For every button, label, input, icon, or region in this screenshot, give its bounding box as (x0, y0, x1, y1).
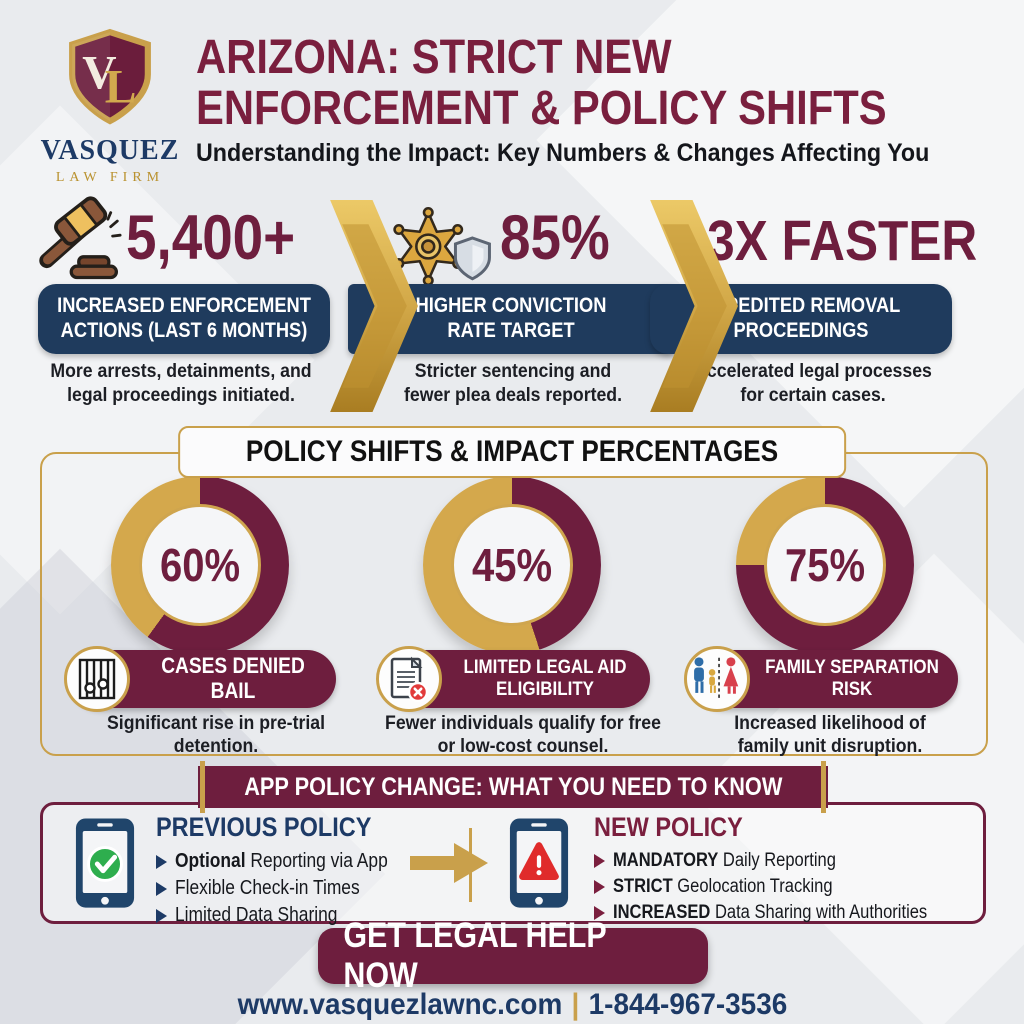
denied-document-icon (376, 646, 442, 712)
svg-text:V: V (82, 47, 116, 99)
stat-label-banner: INCREASED ENFORCEMENT ACTIONS (LAST 6 MO… (38, 284, 330, 354)
gold-accent-bar (821, 761, 826, 813)
arrow-bullet-icon (156, 908, 167, 923)
website-link[interactable]: www.vasquezlawnc.com (237, 988, 562, 1021)
list-item: MANDATORY Daily Reporting (594, 850, 974, 872)
list-item: INCREASED Data Sharing with Authorities (594, 902, 974, 924)
stat-value: 3X FASTER (706, 209, 978, 273)
footer-contact: www.vasquezlawnc.com | 1-844-967-3536 (0, 988, 1024, 1022)
arrow-bullet-icon (156, 881, 167, 896)
page-title: ARIZONA: STRICT NEW ENFORCEMENT & POLICY… (196, 31, 887, 135)
donut-description: Significant rise in pre-trial detention. (107, 713, 325, 758)
donut-chart-legal-aid: 45% (423, 476, 601, 654)
footer-separator: | (571, 988, 579, 1021)
transition-arrow-icon (410, 843, 488, 888)
brand-logo: V L VASQUEZ LAW FIRM (28, 28, 192, 186)
stat-description: Accelerated legal processes for certain … (694, 361, 932, 406)
list-item: Optional Reporting via App (156, 850, 420, 873)
phone-check-icon (74, 816, 136, 915)
donut-label-banner: FAMILY SEPARATION RISK (696, 650, 958, 708)
arrow-bullet-icon (594, 880, 605, 894)
gold-accent-bar (200, 761, 205, 813)
stat-value: 5,400+ (126, 203, 296, 273)
brand-name: VASQUEZ (40, 135, 180, 166)
jail-bars-icon (64, 646, 130, 712)
svg-text:L: L (105, 62, 137, 114)
vl-shield-logo-icon: V L (69, 28, 151, 125)
brand-tagline: LAW FIRM (55, 170, 165, 185)
arrow-bullet-icon (594, 854, 605, 868)
donut-description: Fewer individuals qualify for free or lo… (385, 713, 661, 758)
get-legal-help-button[interactable]: GET LEGAL HELP NOW (318, 916, 708, 995)
list-item: Flexible Check-in Times (156, 877, 420, 900)
list-item: Limited Data Sharing (156, 904, 420, 927)
stat-description: More arrests, detainments, and legal pro… (50, 361, 312, 406)
app-policy-title-banner: APP POLICY CHANGE: WHAT YOU NEED TO KNOW (198, 761, 828, 813)
previous-policy-list: Optional Reporting via App Flexible Chec… (156, 850, 420, 927)
donut-chart-cases-denied-bail: 60% (111, 476, 289, 654)
previous-policy-title: PREVIOUS POLICY (156, 812, 372, 842)
sheriff-badge-icon (390, 204, 492, 294)
page-subtitle: Understanding the Impact: Key Numbers & … (196, 139, 930, 167)
chevron-arrow-icon (640, 200, 740, 417)
stat-value: 85% (500, 203, 610, 273)
phone-warning-icon (508, 816, 570, 915)
arrow-bullet-icon (594, 906, 605, 920)
policy-section-title: POLICY SHIFTS & IMPACT PERCENTAGES (178, 426, 846, 478)
new-policy-list: MANDATORY Daily Reporting STRICT Geoloca… (594, 850, 974, 924)
list-item: STRICT Geolocation Tracking (594, 876, 974, 898)
stat-description: Stricter sentencing and fewer plea deals… (403, 361, 622, 406)
new-policy-title: NEW POLICY (594, 812, 743, 842)
chevron-arrow-icon (320, 200, 420, 417)
donut-description: Increased likelihood of family unit disr… (734, 713, 926, 758)
gavel-icon (28, 194, 122, 287)
family-separation-icon (684, 646, 750, 712)
phone-link[interactable]: 1-844-967-3536 (588, 988, 787, 1021)
arrow-bullet-icon (156, 854, 167, 869)
donut-chart-family-separation: 75% (736, 476, 914, 654)
